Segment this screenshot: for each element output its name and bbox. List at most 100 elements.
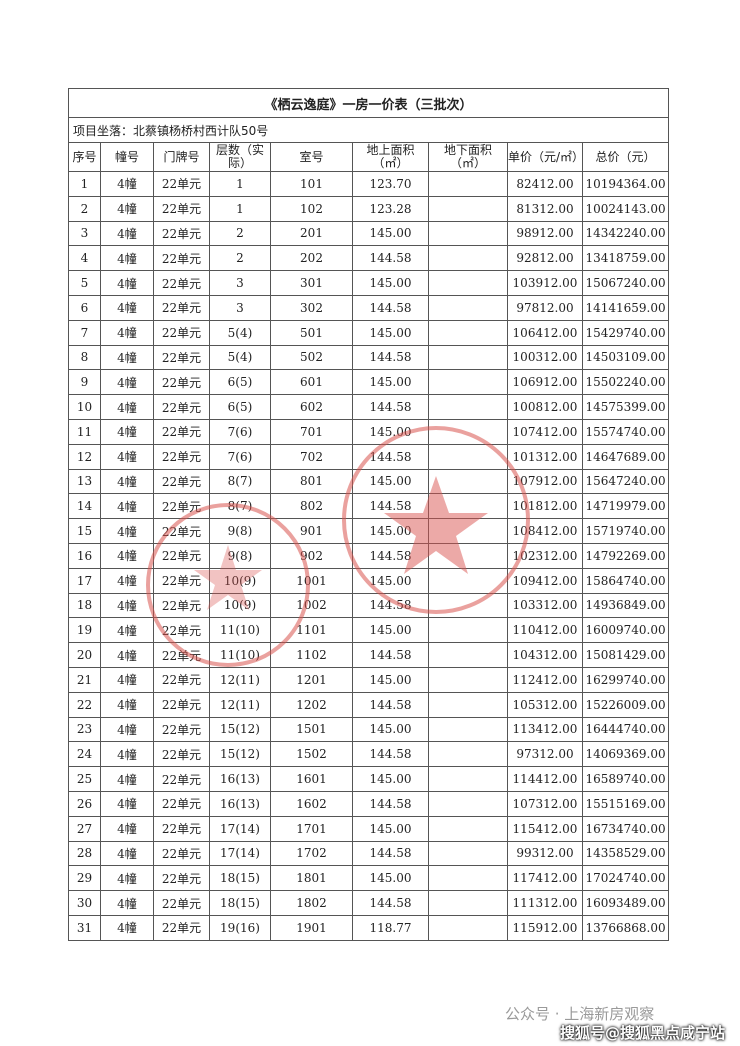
- cell: 144.58: [352, 890, 429, 916]
- cell: [428, 617, 508, 644]
- table-row: 6 4幢 22单元 3 302 144.58 97812.00 14141659.00: [68, 294, 670, 321]
- cell: 16093489.00: [581, 890, 670, 916]
- cell: 1501: [270, 716, 353, 743]
- cell: 9(8): [209, 542, 271, 569]
- cell: 30: [68, 890, 101, 916]
- cell: [428, 741, 508, 768]
- cell: 4幢: [100, 642, 154, 668]
- cell: [428, 270, 508, 296]
- cell: 4幢: [100, 319, 154, 346]
- cell: 16589740.00: [581, 766, 670, 792]
- cell: 201: [270, 220, 353, 247]
- cell: [428, 542, 508, 569]
- cell: 101: [270, 171, 353, 197]
- cell: 14: [68, 493, 101, 520]
- cell: 22: [68, 691, 101, 718]
- cell: 17024740.00: [581, 865, 670, 892]
- cell: 103912.00: [507, 270, 583, 296]
- cell: [428, 914, 508, 941]
- column-header: 地上面积（㎡）: [352, 142, 429, 172]
- price-table: 《栖云逸庭》一房一价表（三批次） 项目坐落：北蔡镇杨桥村西计队50号 序号 幢号门…: [67, 88, 670, 941]
- cell: 501: [270, 319, 353, 346]
- cell: 1601: [270, 766, 353, 792]
- cell: 97312.00: [507, 741, 583, 768]
- cell: 98912.00: [507, 220, 583, 247]
- cell: 26: [68, 790, 101, 817]
- cell: 4幢: [100, 865, 154, 892]
- cell: 22单元: [153, 344, 210, 371]
- cell: 8(7): [209, 468, 271, 495]
- cell: 101812.00: [507, 493, 583, 520]
- cell: 9(8): [209, 518, 271, 544]
- cell: 8: [68, 344, 101, 371]
- cell: 4幢: [100, 270, 154, 296]
- cell: 702: [270, 443, 353, 470]
- cell: 1102: [270, 642, 353, 668]
- cell: 4幢: [100, 493, 154, 520]
- cell: 97812.00: [507, 294, 583, 321]
- cell: [428, 443, 508, 470]
- cell: 104312.00: [507, 642, 583, 668]
- cell: [428, 171, 508, 197]
- cell: 4幢: [100, 592, 154, 619]
- cell: 107912.00: [507, 468, 583, 495]
- cell: 4幢: [100, 294, 154, 321]
- cell: [428, 766, 508, 792]
- cell: 4幢: [100, 369, 154, 396]
- cell: 145.00: [352, 815, 429, 842]
- cell: 2: [209, 245, 271, 272]
- table-row: 3 4幢 22单元 2 201 145.00 98912.00 14342240.00: [68, 220, 670, 247]
- cell: 102: [270, 195, 353, 222]
- cell: 118.77: [352, 914, 429, 941]
- cell: 27: [68, 815, 101, 842]
- cell: 1202: [270, 691, 353, 718]
- cell: 99312.00: [507, 840, 583, 867]
- column-header: 序号: [68, 142, 101, 172]
- cell: [428, 344, 508, 371]
- cell: 144.58: [352, 294, 429, 321]
- cell: 1: [209, 171, 271, 197]
- cell: 15: [68, 518, 101, 544]
- cell: 4幢: [100, 815, 154, 842]
- cell: 5(4): [209, 319, 271, 346]
- cell: 22单元: [153, 195, 210, 222]
- cell: 22单元: [153, 493, 210, 520]
- cell: 11(10): [209, 617, 271, 644]
- cell: 24: [68, 741, 101, 768]
- cell: 145.00: [352, 518, 429, 544]
- cell: 22单元: [153, 418, 210, 445]
- table-row: 27 4幢 22单元 17(14) 1701 145.00 115412.00 1673474…: [68, 815, 670, 842]
- cell: 16299740.00: [581, 666, 670, 693]
- cell: 4幢: [100, 518, 154, 544]
- cell: 22单元: [153, 840, 210, 867]
- cell: 4幢: [100, 890, 154, 916]
- cell: 108412.00: [507, 518, 583, 544]
- cell: 145.00: [352, 567, 429, 594]
- cell: 144.58: [352, 344, 429, 371]
- table-row: 21 4幢 22单元 12(11) 1201 145.00 112412.00 1629974…: [68, 666, 670, 693]
- cell: 6: [68, 294, 101, 321]
- table-row: 10 4幢 22单元 6(5) 602 144.58 100812.00 14575399.0…: [68, 394, 670, 420]
- cell: 202: [270, 245, 353, 272]
- cell: 4幢: [100, 344, 154, 371]
- cell: 101312.00: [507, 443, 583, 470]
- cell: [428, 890, 508, 916]
- cell: 144.58: [352, 691, 429, 718]
- cell: 109412.00: [507, 567, 583, 594]
- cell: 14342240.00: [581, 220, 670, 247]
- cell: 23: [68, 716, 101, 743]
- cell: [428, 245, 508, 272]
- cell: 15647240.00: [581, 468, 670, 495]
- cell: 31: [68, 914, 101, 941]
- cell: 15081429.00: [581, 642, 670, 668]
- cell: 4幢: [100, 914, 154, 941]
- cell: 1101: [270, 617, 353, 644]
- cell: [428, 319, 508, 346]
- cell: [428, 220, 508, 247]
- cell: 17(14): [209, 840, 271, 867]
- cell: 14069369.00: [581, 741, 670, 768]
- cell: 16444740.00: [581, 716, 670, 743]
- cell: 22单元: [153, 468, 210, 495]
- cell: 12(11): [209, 666, 271, 693]
